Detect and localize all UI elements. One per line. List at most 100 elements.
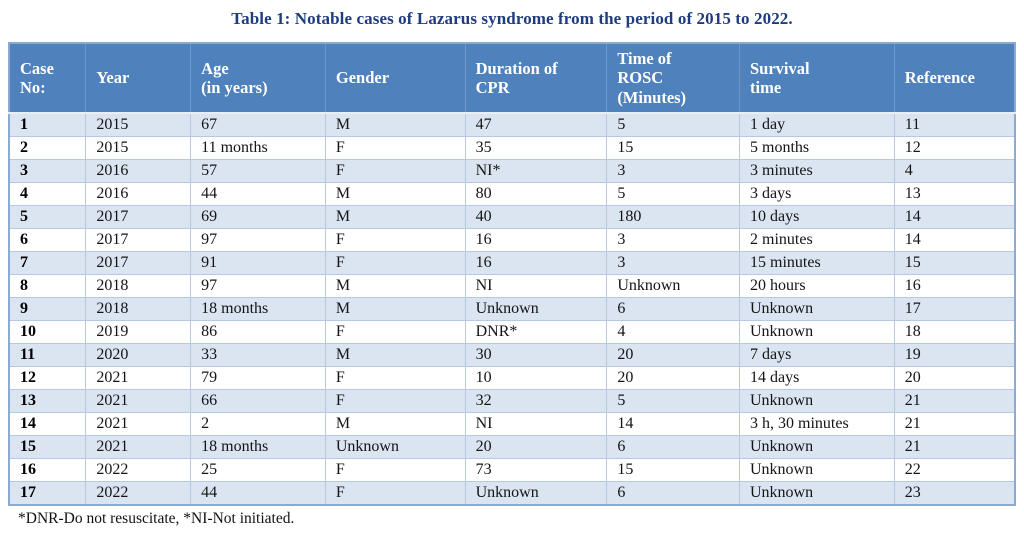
case-number-cell: 12 [8,366,87,390]
cell: 44 [190,182,326,206]
header-row: Case No: Year Age (in years) Gender Duration… [9,43,1015,114]
cell: F [324,159,466,183]
cell: NI [464,274,608,298]
cell: F [324,251,466,275]
table-row: 7 2017 91 F 16 3 15 minutes 15 [8,251,1016,275]
case-number-cell: 11 [8,343,87,367]
cell: 22 [893,458,1016,482]
cell: 5 [606,389,740,413]
cell: 2017 [85,251,192,275]
table-row: 17 2022 44 F Unknown 6 Unknown 23 [8,481,1016,506]
cell: 21 [893,412,1016,436]
cell: 5 [606,112,740,137]
cell: Unknown [606,274,740,298]
cell: 2021 [85,389,192,413]
cell: 2018 [85,274,192,298]
case-number-cell: 15 [8,435,87,459]
cell: 2017 [85,228,192,252]
table-row: 12 2021 79 F 10 20 14 days 20 [8,366,1016,390]
cell: F [324,136,466,160]
cell: 20 hours [739,274,895,298]
cell: 25 [190,458,326,482]
cell: 3 h, 30 minutes [739,412,895,436]
cell: 180 [606,205,740,229]
cell: 14 [606,412,740,436]
cell: Unknown [739,389,895,413]
cell: 73 [464,458,608,482]
cell: 2018 [85,297,192,321]
cell: 17 [893,297,1016,321]
cell: 7 days [739,343,895,367]
table-row: 16 2022 25 F 73 15 Unknown 22 [8,458,1016,482]
table-row: 15 2021 18 months Unknown 20 6 Unknown 21 [8,435,1016,459]
cell: 23 [893,481,1016,506]
cell: 14 [893,205,1016,229]
column-header: Survival time [739,43,895,114]
column-header: Duration of CPR [465,43,608,114]
cell: 57 [190,159,326,183]
cell: 10 [464,366,608,390]
cell: 21 [893,389,1016,413]
cell: 16 [464,251,608,275]
column-header: Reference [894,43,1015,114]
cell: Unknown [739,481,895,506]
cell: 1 day [739,112,895,137]
cell: 2021 [85,435,192,459]
cell: 13 [893,182,1016,206]
cell: M [324,274,466,298]
column-header: Year [85,43,192,114]
cell: 69 [190,205,326,229]
cell: 2022 [85,458,192,482]
case-number-cell: 13 [8,389,87,413]
cell: 3 [606,228,740,252]
case-number-cell: 2 [8,136,87,160]
cell: Unknown [739,320,895,344]
cell: 6 [606,297,740,321]
cell: 79 [190,366,326,390]
cell: 5 months [739,136,895,160]
cell: 35 [464,136,608,160]
cell: 91 [190,251,326,275]
cell: 3 minutes [739,159,895,183]
cell: 3 days [739,182,895,206]
case-number-cell: 6 [8,228,87,252]
column-header: Case No: [9,43,87,114]
column-header: Age (in years) [190,43,326,114]
table-row: 2 2015 11 months F 35 15 5 months 12 [8,136,1016,160]
cell: Unknown [464,297,608,321]
table-body: 1 2015 67 M 47 5 1 day 11 2 2015 11 months F 35 15 5 m… [8,112,1016,506]
cell: M [324,205,466,229]
table-row: 6 2017 97 F 16 3 2 minutes 14 [8,228,1016,252]
cell: 86 [190,320,326,344]
cell: 15 [606,136,740,160]
cell: 15 minutes [739,251,895,275]
cell: 21 [893,435,1016,459]
cell: M [324,343,466,367]
cell: F [324,481,466,506]
table-row: 3 2016 57 F NI* 3 3 minutes 4 [8,159,1016,183]
cell: 66 [190,389,326,413]
cell: Unknown [739,297,895,321]
cell: M [324,297,466,321]
table-row: 1 2015 67 M 47 5 1 day 11 [8,112,1016,137]
cell: 16 [893,274,1016,298]
cell: 12 [893,136,1016,160]
cell: 32 [464,389,608,413]
cell: 44 [190,481,326,506]
cell: 2015 [85,136,192,160]
cell: Unknown [464,481,608,506]
column-header: Gender [325,43,466,114]
table-row: 8 2018 97 M NI Unknown 20 hours 16 [8,274,1016,298]
cell: 18 [893,320,1016,344]
cell: NI [464,412,608,436]
cell: F [324,366,466,390]
cell: F [324,228,466,252]
cell: M [324,112,466,137]
cell: Unknown [324,435,466,459]
cell: F [324,389,466,413]
case-number-cell: 16 [8,458,87,482]
cell: NI* [464,159,608,183]
cell: 2016 [85,159,192,183]
cell: 47 [464,112,608,137]
